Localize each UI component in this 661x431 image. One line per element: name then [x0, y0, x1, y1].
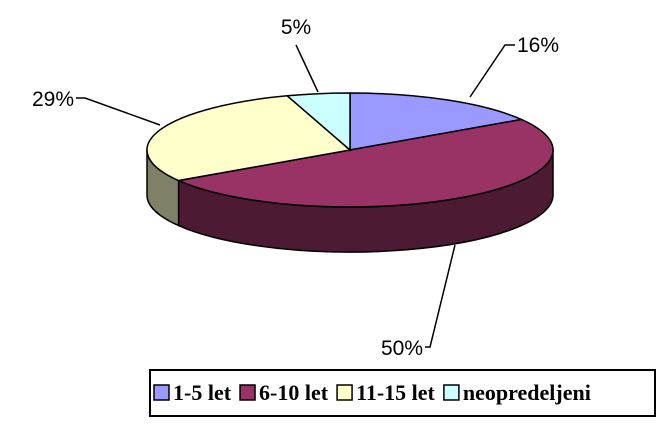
leader-line: [469, 44, 515, 98]
slice: [146, 95, 352, 182]
data-label: 16%: [517, 34, 559, 57]
data-label: 5%: [281, 16, 311, 39]
slice: [176, 118, 554, 208]
slice: [285, 92, 351, 152]
legend-swatch: [153, 384, 170, 401]
legend-label: neopredeljeni: [463, 380, 591, 405]
legend-swatch: [336, 384, 353, 401]
leader-line: [425, 244, 456, 348]
data-label: 29%: [32, 88, 74, 111]
leader-line: [76, 97, 161, 126]
legend-label: 1-5 let: [173, 380, 232, 405]
slice: [349, 92, 524, 151]
legend-swatch: [443, 384, 460, 401]
legend-label: 6-10 let: [259, 380, 329, 405]
leader-line: [295, 44, 319, 93]
legend-swatch: [239, 384, 256, 401]
legend-box: [149, 369, 656, 417]
data-label: 50%: [381, 337, 423, 360]
legend-label: 11-15 let: [356, 380, 435, 405]
